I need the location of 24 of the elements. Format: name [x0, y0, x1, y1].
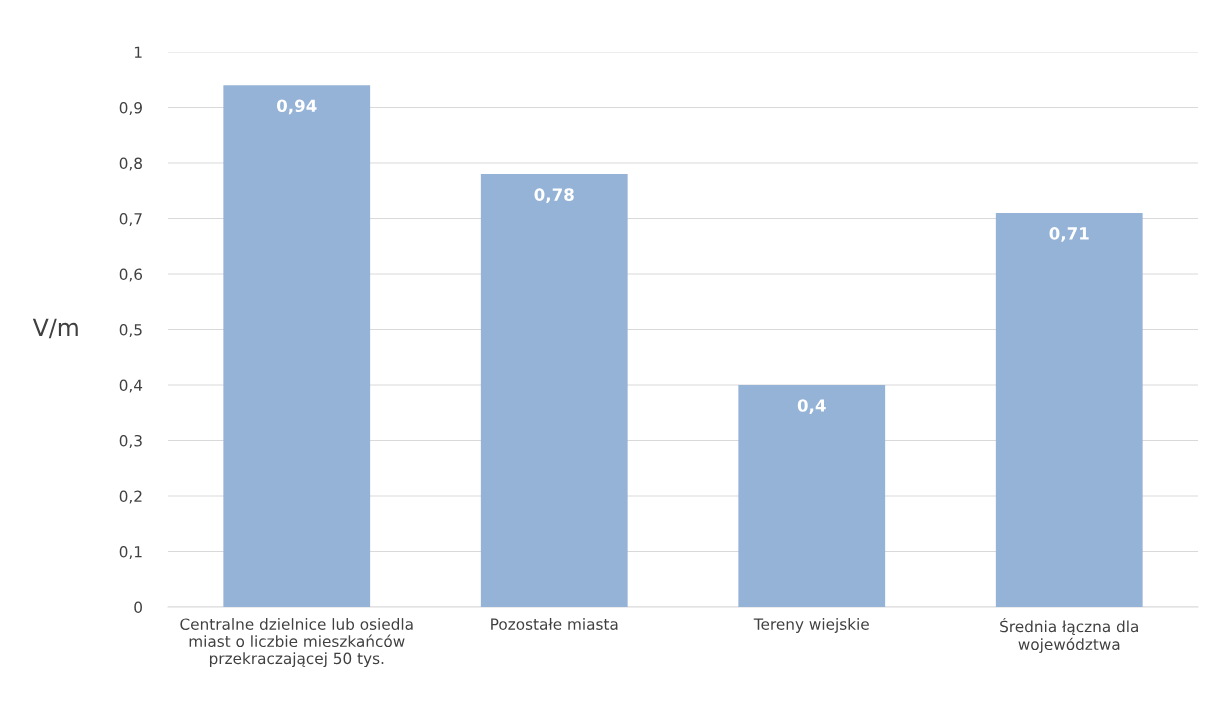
y-tick-label: 0,1	[119, 545, 142, 560]
x-tick-label: Centralne dzielnice lub osiedla miast o liczbie mieszkańców przekraczającej 50 tys.	[180, 618, 413, 668]
y-tick-label: 0,7	[119, 212, 142, 227]
bar	[480, 174, 628, 607]
y-tick-label: 0,5	[119, 323, 142, 338]
y-tick-label: 0,9	[119, 101, 142, 116]
y-tick-label: 0,8	[119, 157, 142, 171]
bar	[738, 385, 886, 607]
y-tick-label: 1	[134, 46, 142, 58]
bar	[223, 85, 371, 607]
x-tick-label: Pozostałe miasta	[491, 618, 618, 630]
data-label: 0,4	[797, 399, 826, 414]
x-tick-label: Średnia łączna dla województwa	[1000, 617, 1138, 654]
x-tick-label: Tereny wiejskie	[753, 618, 869, 633]
y-axis-title: V/m	[32, 318, 78, 339]
y-tick-label: 0,6	[119, 268, 143, 282]
data-label: 0,71	[1049, 227, 1089, 242]
y-tick-label: 0	[134, 601, 142, 614]
data-label: 0,94	[276, 99, 317, 115]
y-tick-label: 0,2	[119, 490, 142, 504]
data-label: 0,78	[534, 188, 574, 204]
y-tick-label: 0,3	[119, 434, 142, 449]
bar	[995, 212, 1143, 607]
y-tick-label: 0,4	[119, 379, 143, 393]
